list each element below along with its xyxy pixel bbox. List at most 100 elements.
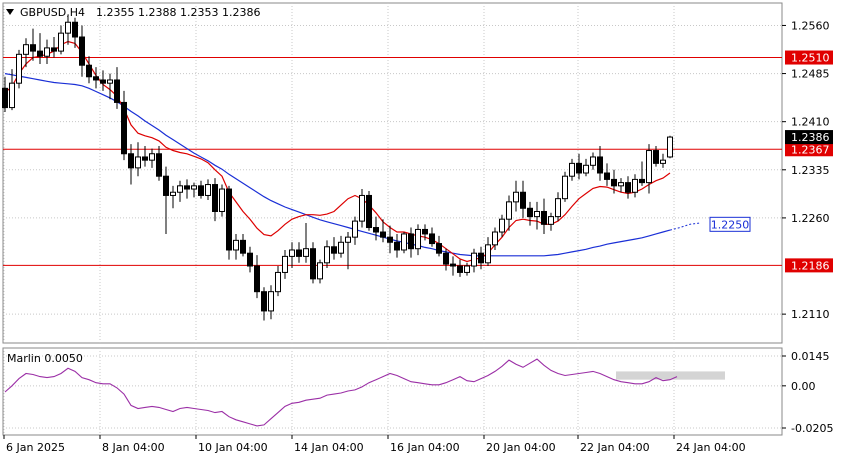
candle-bull	[205, 184, 211, 196]
candle-bull	[324, 246, 330, 264]
time-axis-label: 14 Jan 04:00	[294, 441, 364, 454]
candle-bear	[478, 252, 484, 264]
price-axis-label: 1.2485	[791, 68, 830, 81]
candle-bear	[408, 233, 414, 250]
ohlc-values: 1.2355 1.2388 1.2353 1.2386	[96, 6, 260, 19]
candle-bear	[163, 175, 169, 196]
osc-axis-label: 0.0145	[791, 350, 830, 363]
candle-bear	[597, 156, 603, 174]
ma-slow-projection	[669, 222, 701, 231]
osc-axis-label: 0.00	[791, 380, 816, 393]
candle-bear	[261, 291, 267, 312]
candle-bull	[471, 252, 477, 267]
candle-bear	[331, 246, 337, 254]
candle-bull	[135, 156, 141, 169]
time-axis-label: 20 Jan 04:00	[486, 441, 556, 454]
price-axis-label: 1.2110	[791, 308, 830, 321]
candle-bull	[555, 198, 561, 218]
candle-bull	[170, 191, 176, 196]
candle-bull	[23, 44, 29, 55]
candle-bull	[282, 255, 288, 273]
price-grid	[3, 3, 782, 343]
candle-bear	[639, 178, 645, 184]
candle-bear	[226, 188, 232, 251]
time-axis-label: 10 Jan 04:00	[198, 441, 268, 454]
candle-bear	[604, 172, 610, 180]
osc-shaded-band	[616, 371, 725, 380]
candle-bear	[79, 36, 85, 66]
candle-bull	[401, 233, 407, 251]
candle-bull	[352, 220, 358, 238]
candle-bull	[58, 32, 64, 52]
candle-bear	[254, 265, 260, 293]
candle-bear	[387, 236, 393, 243]
candle-bull	[590, 156, 596, 166]
candle-bull	[268, 291, 274, 312]
level-price-tag	[785, 50, 833, 65]
time-axis-label: 6 Jan 2025	[6, 441, 65, 454]
time-axis-label: 24 Jan 04:00	[676, 441, 746, 454]
candle-bull	[338, 241, 344, 254]
candle-bear	[373, 227, 379, 233]
price-axis-label: 1.2410	[791, 116, 830, 129]
candle-bear	[366, 194, 372, 229]
price-axis[interactable]: 1.2560 1.2485 1.2410 1.2335 1.2260 1.2110	[782, 19, 830, 321]
candle-bear	[93, 76, 99, 81]
candle-bear	[611, 178, 617, 187]
candle-bear	[121, 101, 127, 155]
candle-bear	[625, 182, 631, 193]
price-tags: 1.2510 1.2367 1.2186 1.2386	[785, 50, 833, 273]
candle-bear	[240, 239, 246, 254]
candle-bull	[317, 262, 323, 280]
candle-bull	[44, 47, 50, 57]
level-price-tag	[785, 258, 833, 273]
price-axis-label: 1.2335	[791, 164, 830, 177]
candle-bear	[457, 265, 463, 273]
candle-bull	[9, 82, 15, 109]
candle-bear	[576, 162, 582, 174]
candle-bull	[499, 218, 505, 233]
oscillator-grid	[3, 348, 782, 435]
candle-bull	[177, 185, 183, 193]
candle-bear	[114, 79, 120, 103]
candle-bull	[485, 244, 491, 264]
candle-bear	[429, 233, 435, 245]
level-price-tag-label: 1.2186	[791, 259, 830, 272]
time-axis-label: 8 Jan 04:00	[102, 441, 165, 454]
candle-bull	[667, 136, 673, 158]
candle-bear	[100, 79, 106, 84]
candle-bull	[562, 175, 568, 200]
price-axis-label: 1.2260	[791, 212, 830, 225]
last-price-tag-label: 1.2386	[791, 131, 830, 144]
candle-bull	[548, 216, 554, 225]
candle-bull	[646, 150, 652, 184]
projection-label: 1.2250	[711, 218, 750, 231]
candle-bull	[492, 231, 498, 246]
time-axis-label: 22 Jan 04:00	[580, 441, 650, 454]
ma-projection: 1.2250	[669, 216, 751, 232]
candle-bear	[184, 185, 190, 190]
candle-bull	[149, 153, 155, 161]
candle-bull	[415, 228, 421, 250]
osc-axis-label: -0.0205	[791, 422, 833, 435]
candle-bull	[107, 79, 113, 84]
candle-bear	[653, 150, 659, 164]
candle-bear	[450, 263, 456, 267]
level-price-tag-label: 1.2510	[791, 52, 830, 65]
candle-bear	[422, 228, 428, 235]
candle-bear	[86, 64, 92, 78]
candle-bear	[51, 47, 57, 52]
symbol-timeframe[interactable]: GBPUSD,H4	[20, 6, 85, 19]
candle-bull	[534, 210, 540, 218]
candle-bear	[30, 44, 36, 52]
candle-bull	[513, 191, 519, 203]
marlin-line	[4, 358, 678, 427]
candle-bull	[359, 194, 365, 222]
candle-bull	[275, 271, 281, 293]
time-axis[interactable]: 6 Jan 2025 8 Jan 04:00 10 Jan 04:00 14 Jan …	[3, 435, 746, 454]
candle-bull	[219, 188, 225, 212]
symbol-dropdown-icon[interactable]	[6, 9, 14, 15]
candle-bear	[72, 21, 78, 38]
candle-bull	[618, 182, 624, 187]
